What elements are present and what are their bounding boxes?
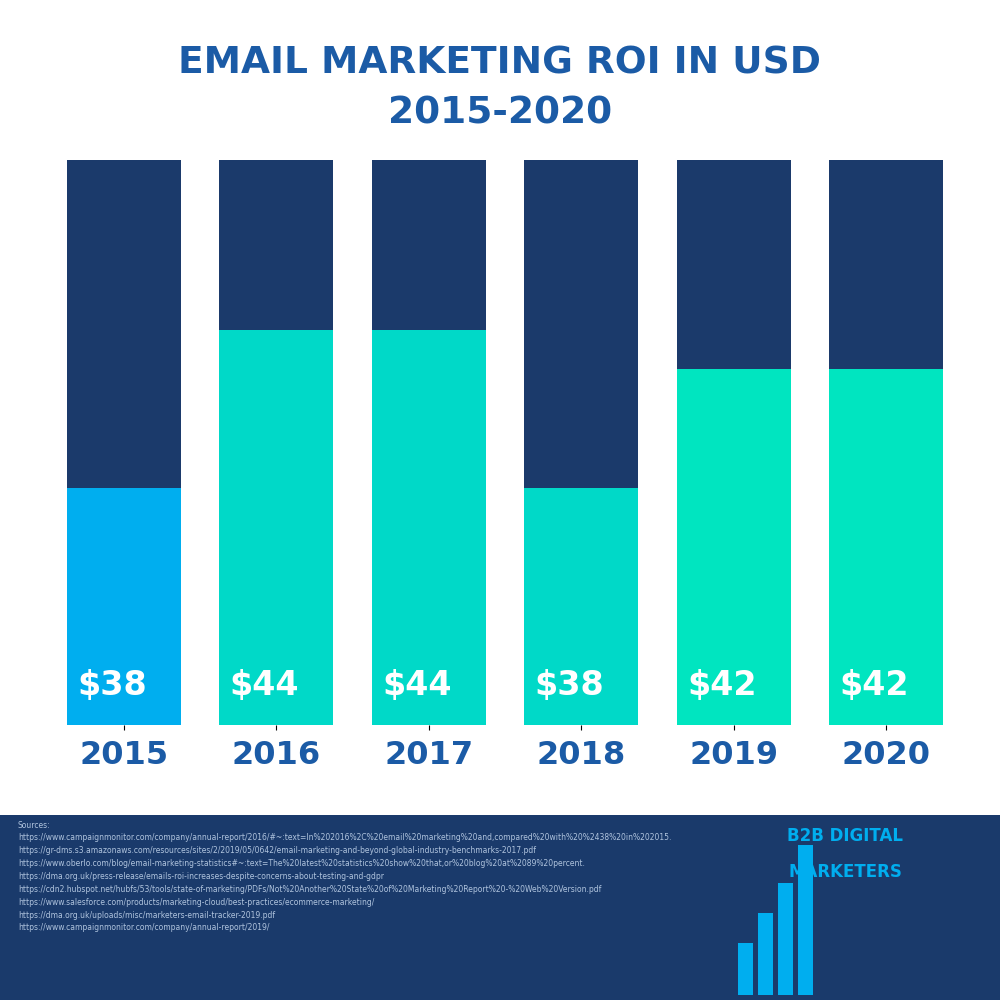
Bar: [778, 882, 792, 995]
Text: B2B DIGITAL: B2B DIGITAL: [787, 827, 903, 845]
Text: Sources:
https://www.campaignmonitor.com/company/annual-report/2016/#~:text=In%2: Sources: https://www.campaignmonitor.com…: [18, 821, 671, 932]
Text: 2018: 2018: [537, 740, 626, 771]
Text: $38: $38: [535, 669, 604, 702]
Bar: [219, 330, 333, 725]
Bar: [524, 160, 638, 488]
Bar: [372, 330, 486, 725]
Bar: [677, 369, 791, 725]
Text: 2020: 2020: [842, 740, 931, 771]
Bar: [67, 160, 181, 488]
Text: $42: $42: [687, 669, 757, 702]
Text: 2015: 2015: [79, 740, 168, 771]
Text: $44: $44: [230, 669, 299, 702]
Text: MARKETERS: MARKETERS: [788, 863, 902, 881]
Bar: [829, 160, 943, 369]
Bar: [829, 369, 943, 725]
Text: $44: $44: [382, 669, 452, 702]
Text: 2017: 2017: [384, 740, 473, 771]
Text: 2015-2020: 2015-2020: [388, 95, 612, 131]
Text: 2016: 2016: [232, 740, 321, 771]
Text: EMAIL MARKETING ROI IN USD: EMAIL MARKETING ROI IN USD: [178, 45, 822, 81]
Text: 2019: 2019: [689, 740, 778, 771]
Bar: [758, 912, 772, 995]
Bar: [798, 845, 812, 995]
Bar: [67, 488, 181, 725]
Text: $42: $42: [840, 669, 909, 702]
Bar: [219, 160, 333, 330]
Bar: [372, 160, 486, 330]
Text: $38: $38: [77, 669, 147, 702]
Bar: [738, 942, 753, 995]
Bar: [524, 488, 638, 725]
Bar: [677, 160, 791, 369]
